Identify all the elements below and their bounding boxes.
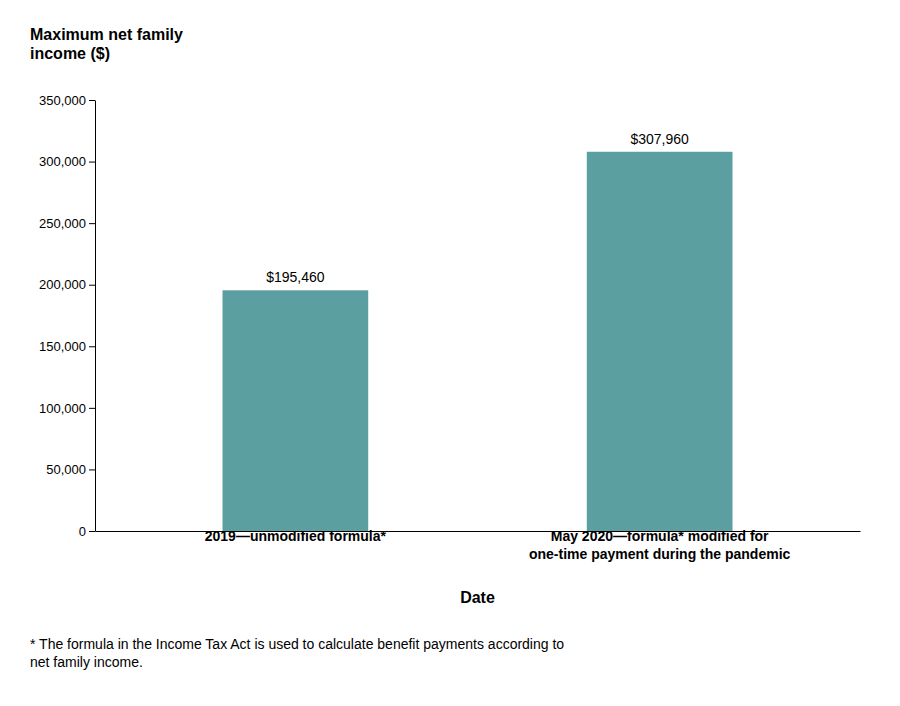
x-tick: May 2020—formula* modified forone-time p…	[529, 528, 791, 562]
y-tick-mark	[89, 408, 95, 409]
y-tick-mark	[89, 346, 95, 347]
y-axis-line	[95, 101, 96, 532]
y-tick-label: 0	[79, 524, 86, 539]
plot: 0 50,000 100,000 150,000 200,000 250,000 300,0…	[39, 93, 861, 562]
y-tick-label: 350,000	[39, 93, 86, 108]
y-tick-mark	[89, 285, 95, 286]
y-tick-label: 300,000	[39, 154, 86, 169]
y-tick: 0	[79, 524, 95, 539]
data-labels: $195,460 $307,960	[266, 131, 689, 286]
chart: 0 50,000 100,000 150,000 200,000 250,000 300,0…	[0, 0, 900, 706]
y-tick-label: 200,000	[39, 277, 86, 292]
x-axis-title: Date	[460, 589, 495, 606]
data-label: $195,460	[266, 269, 325, 285]
y-tick-label: 50,000	[46, 462, 86, 477]
y-tick-label: 150,000	[39, 339, 86, 354]
y-tick-label: 250,000	[39, 216, 86, 231]
y-tick-mark	[89, 223, 95, 224]
y-tick-label: 100,000	[39, 401, 86, 416]
y-axis: 0 50,000 100,000 150,000 200,000 250,000 300,0…	[39, 93, 96, 539]
y-tick: 200,000	[39, 277, 95, 292]
bar	[587, 152, 733, 531]
bars	[223, 152, 733, 531]
x-axis: 2019—unmodified formula*May 2020—formula…	[96, 528, 861, 562]
footnote: * The formula in the Income Tax Act is u…	[30, 636, 564, 670]
x-tick-label: May 2020—formula* modified forone-time p…	[529, 528, 791, 562]
y-tick: 250,000	[39, 216, 95, 231]
y-tick: 150,000	[39, 339, 95, 354]
y-tick-mark	[89, 531, 95, 532]
y-tick-mark	[89, 162, 95, 163]
y-tick-mark	[89, 100, 95, 101]
y-tick: 100,000	[39, 401, 95, 416]
y-tick: 50,000	[46, 462, 95, 477]
data-label: $307,960	[630, 131, 689, 147]
y-tick: 350,000	[39, 93, 95, 108]
y-axis-title: Maximum net familyincome ($)	[30, 26, 183, 62]
y-tick: 300,000	[39, 154, 95, 169]
y-tick-mark	[89, 469, 95, 470]
bar	[223, 290, 369, 531]
